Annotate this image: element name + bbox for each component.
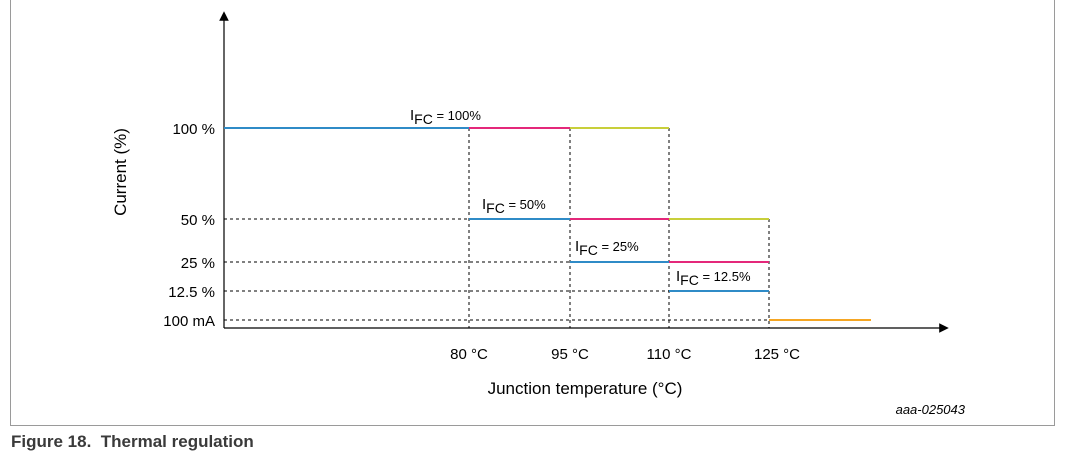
figure-caption: Figure 18. Thermal regulation: [11, 432, 254, 452]
x-tick-label: 80 °C: [450, 346, 488, 363]
y-tick-labels: 100 % 50 % 25 % 12.5 % 100 mA: [163, 121, 215, 330]
y-tick-label: 100 mA: [163, 313, 215, 330]
annotation-ifc-25: IFC = 25%: [575, 238, 639, 258]
annotation-ifc-100: IFC = 100%: [410, 107, 481, 127]
y-axis-title: Current (%): [111, 128, 130, 216]
x-axis-title: Junction temperature (°C): [488, 379, 683, 398]
figure-id: aaa-025043: [896, 402, 966, 417]
guide-lines: [224, 128, 770, 328]
y-tick-label: 25 %: [181, 255, 215, 272]
x-tick-label: 125 °C: [754, 346, 800, 363]
x-tick-labels: 80 °C 95 °C 110 °C 125 °C: [450, 346, 800, 363]
y-tick-label: 50 %: [181, 212, 215, 229]
annotation-ifc-12-5: IFC = 12.5%: [676, 268, 751, 288]
annotation-ifc-50: IFC = 50%: [482, 196, 546, 216]
y-tick-label: 100 %: [172, 121, 215, 138]
figure-title: Thermal regulation: [100, 432, 254, 451]
x-tick-label: 95 °C: [551, 346, 589, 363]
y-tick-label: 12.5 %: [168, 284, 215, 301]
figure-number: Figure 18.: [11, 432, 92, 451]
figure-frame: [10, 0, 1055, 426]
annotations: IFC = 100% IFC = 50% IFC = 25% IFC = 12.…: [410, 107, 751, 288]
current-levels: [224, 127, 871, 321]
x-tick-label: 110 °C: [647, 346, 692, 363]
